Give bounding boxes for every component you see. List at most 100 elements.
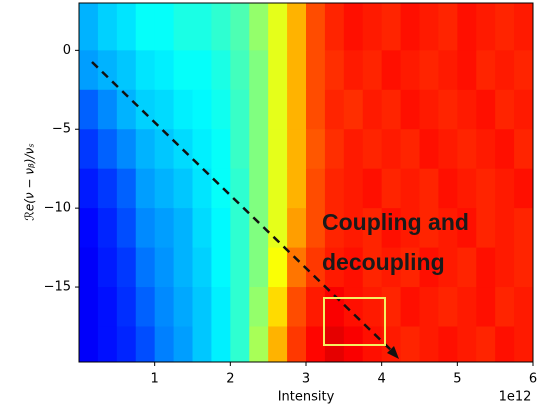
heatmap-cell (514, 208, 534, 249)
heatmap-cell (192, 208, 212, 249)
heatmap-cell (324, 89, 345, 130)
heatmap-cell (343, 247, 364, 288)
heatmap-cell (211, 326, 231, 363)
heatmap-cell (154, 168, 175, 209)
heatmap-cell (97, 129, 118, 170)
heatmap-cell (97, 168, 118, 209)
heatmap-cell (97, 208, 118, 249)
heatmap-cell (495, 326, 515, 363)
heatmap-cell (362, 287, 383, 327)
heatmap-cell (343, 168, 364, 209)
heatmap-cell (192, 287, 212, 327)
heatmap-cell (287, 168, 307, 209)
heatmap-cell (457, 208, 477, 249)
heatmap-cell (230, 208, 250, 249)
heatmap-cell (192, 168, 212, 209)
x-offset-label: 1e12 (499, 390, 532, 405)
heatmap-cell (97, 287, 118, 327)
heatmap-cell (135, 208, 156, 249)
heatmap-cell (476, 50, 496, 91)
heatmap-cell (495, 129, 515, 170)
heatmap-cell (438, 208, 458, 249)
heatmap-cell (192, 129, 212, 170)
heatmap-cell (79, 326, 99, 363)
heatmap-cell (211, 287, 231, 327)
heatmap-cell (400, 168, 420, 209)
x-tick-label: 4 (378, 372, 386, 387)
heatmap-cell (268, 129, 288, 170)
heatmap (79, 3, 534, 363)
heatmap-cell (419, 208, 439, 249)
heatmap-cell (211, 129, 231, 170)
heatmap-cell (211, 168, 231, 209)
heatmap-cell (230, 89, 250, 130)
annotation: decoupling (322, 249, 445, 275)
heatmap-cell (306, 89, 326, 130)
heatmap-cell (306, 3, 326, 51)
arrow-head (387, 346, 399, 359)
heatmap-cell (362, 208, 383, 249)
x-tick-label: 1 (151, 372, 159, 387)
y-tick-label: −10 (44, 201, 71, 216)
heatmap-cell (419, 287, 439, 327)
heatmap-cell (79, 208, 99, 249)
heatmap-cell (381, 3, 402, 51)
x-axis-label: Intensity (278, 390, 335, 405)
heatmap-cell (457, 247, 477, 288)
heatmap-cell (306, 208, 326, 249)
heatmap-cell (476, 89, 496, 130)
heatmap-cell (287, 129, 307, 170)
heatmap-cell (135, 89, 156, 130)
heatmap-cell (495, 208, 515, 249)
heatmap-cell (457, 3, 477, 51)
y-tick-label: −15 (44, 280, 71, 295)
heatmap-cell (438, 168, 458, 209)
heatmap-cell (438, 287, 458, 327)
heatmap-cell (400, 129, 420, 170)
heatmap-cell (400, 287, 420, 327)
heatmap-cell (79, 129, 99, 170)
heatmap-cell (419, 89, 439, 130)
heatmap-cell (192, 50, 212, 91)
heatmap-cell (476, 208, 496, 249)
heatmap-cell (154, 50, 175, 91)
heatmap-cell (116, 326, 137, 363)
heatmap-cell (230, 3, 250, 51)
heatmap-cell (135, 129, 156, 170)
heatmap-cell (514, 247, 534, 288)
heatmap-cell (306, 247, 326, 288)
heatmap-cell (268, 326, 288, 363)
heatmap-cell (230, 168, 250, 209)
heatmap-cell (324, 208, 345, 249)
heatmap-cell (343, 208, 364, 249)
heatmap-cell (79, 50, 99, 91)
heatmap-cell (514, 3, 534, 51)
heatmap-cell (419, 326, 439, 363)
heatmap-cell (249, 287, 269, 327)
heatmap-cell (211, 50, 231, 91)
heatmap-cell (324, 287, 345, 327)
heatmap-cell (79, 247, 99, 288)
heatmap-cell (249, 3, 269, 51)
heatmap-cell (381, 129, 402, 170)
heatmap-cell (287, 247, 307, 288)
heatmap-cell (362, 129, 383, 170)
heatmap-cell (457, 89, 477, 130)
heatmap-cell (476, 247, 496, 288)
heatmap-cell (514, 129, 534, 170)
y-tick-label: 0 (63, 43, 71, 58)
heatmap-cell (154, 89, 175, 130)
heatmap-cell (249, 168, 269, 209)
heatmap-cell (306, 326, 326, 363)
heatmap-cell (306, 50, 326, 91)
heatmap-cell (362, 168, 383, 209)
heatmap-cell (79, 3, 99, 51)
heatmap-cell (211, 208, 231, 249)
heatmap-cell (400, 3, 420, 51)
heatmap-cell (230, 129, 250, 170)
heatmap-cell (97, 326, 118, 363)
heatmap-cell (495, 50, 515, 91)
heatmap-cell (173, 287, 193, 327)
heatmap-cell (173, 208, 193, 249)
heatmap-cell (306, 287, 326, 327)
